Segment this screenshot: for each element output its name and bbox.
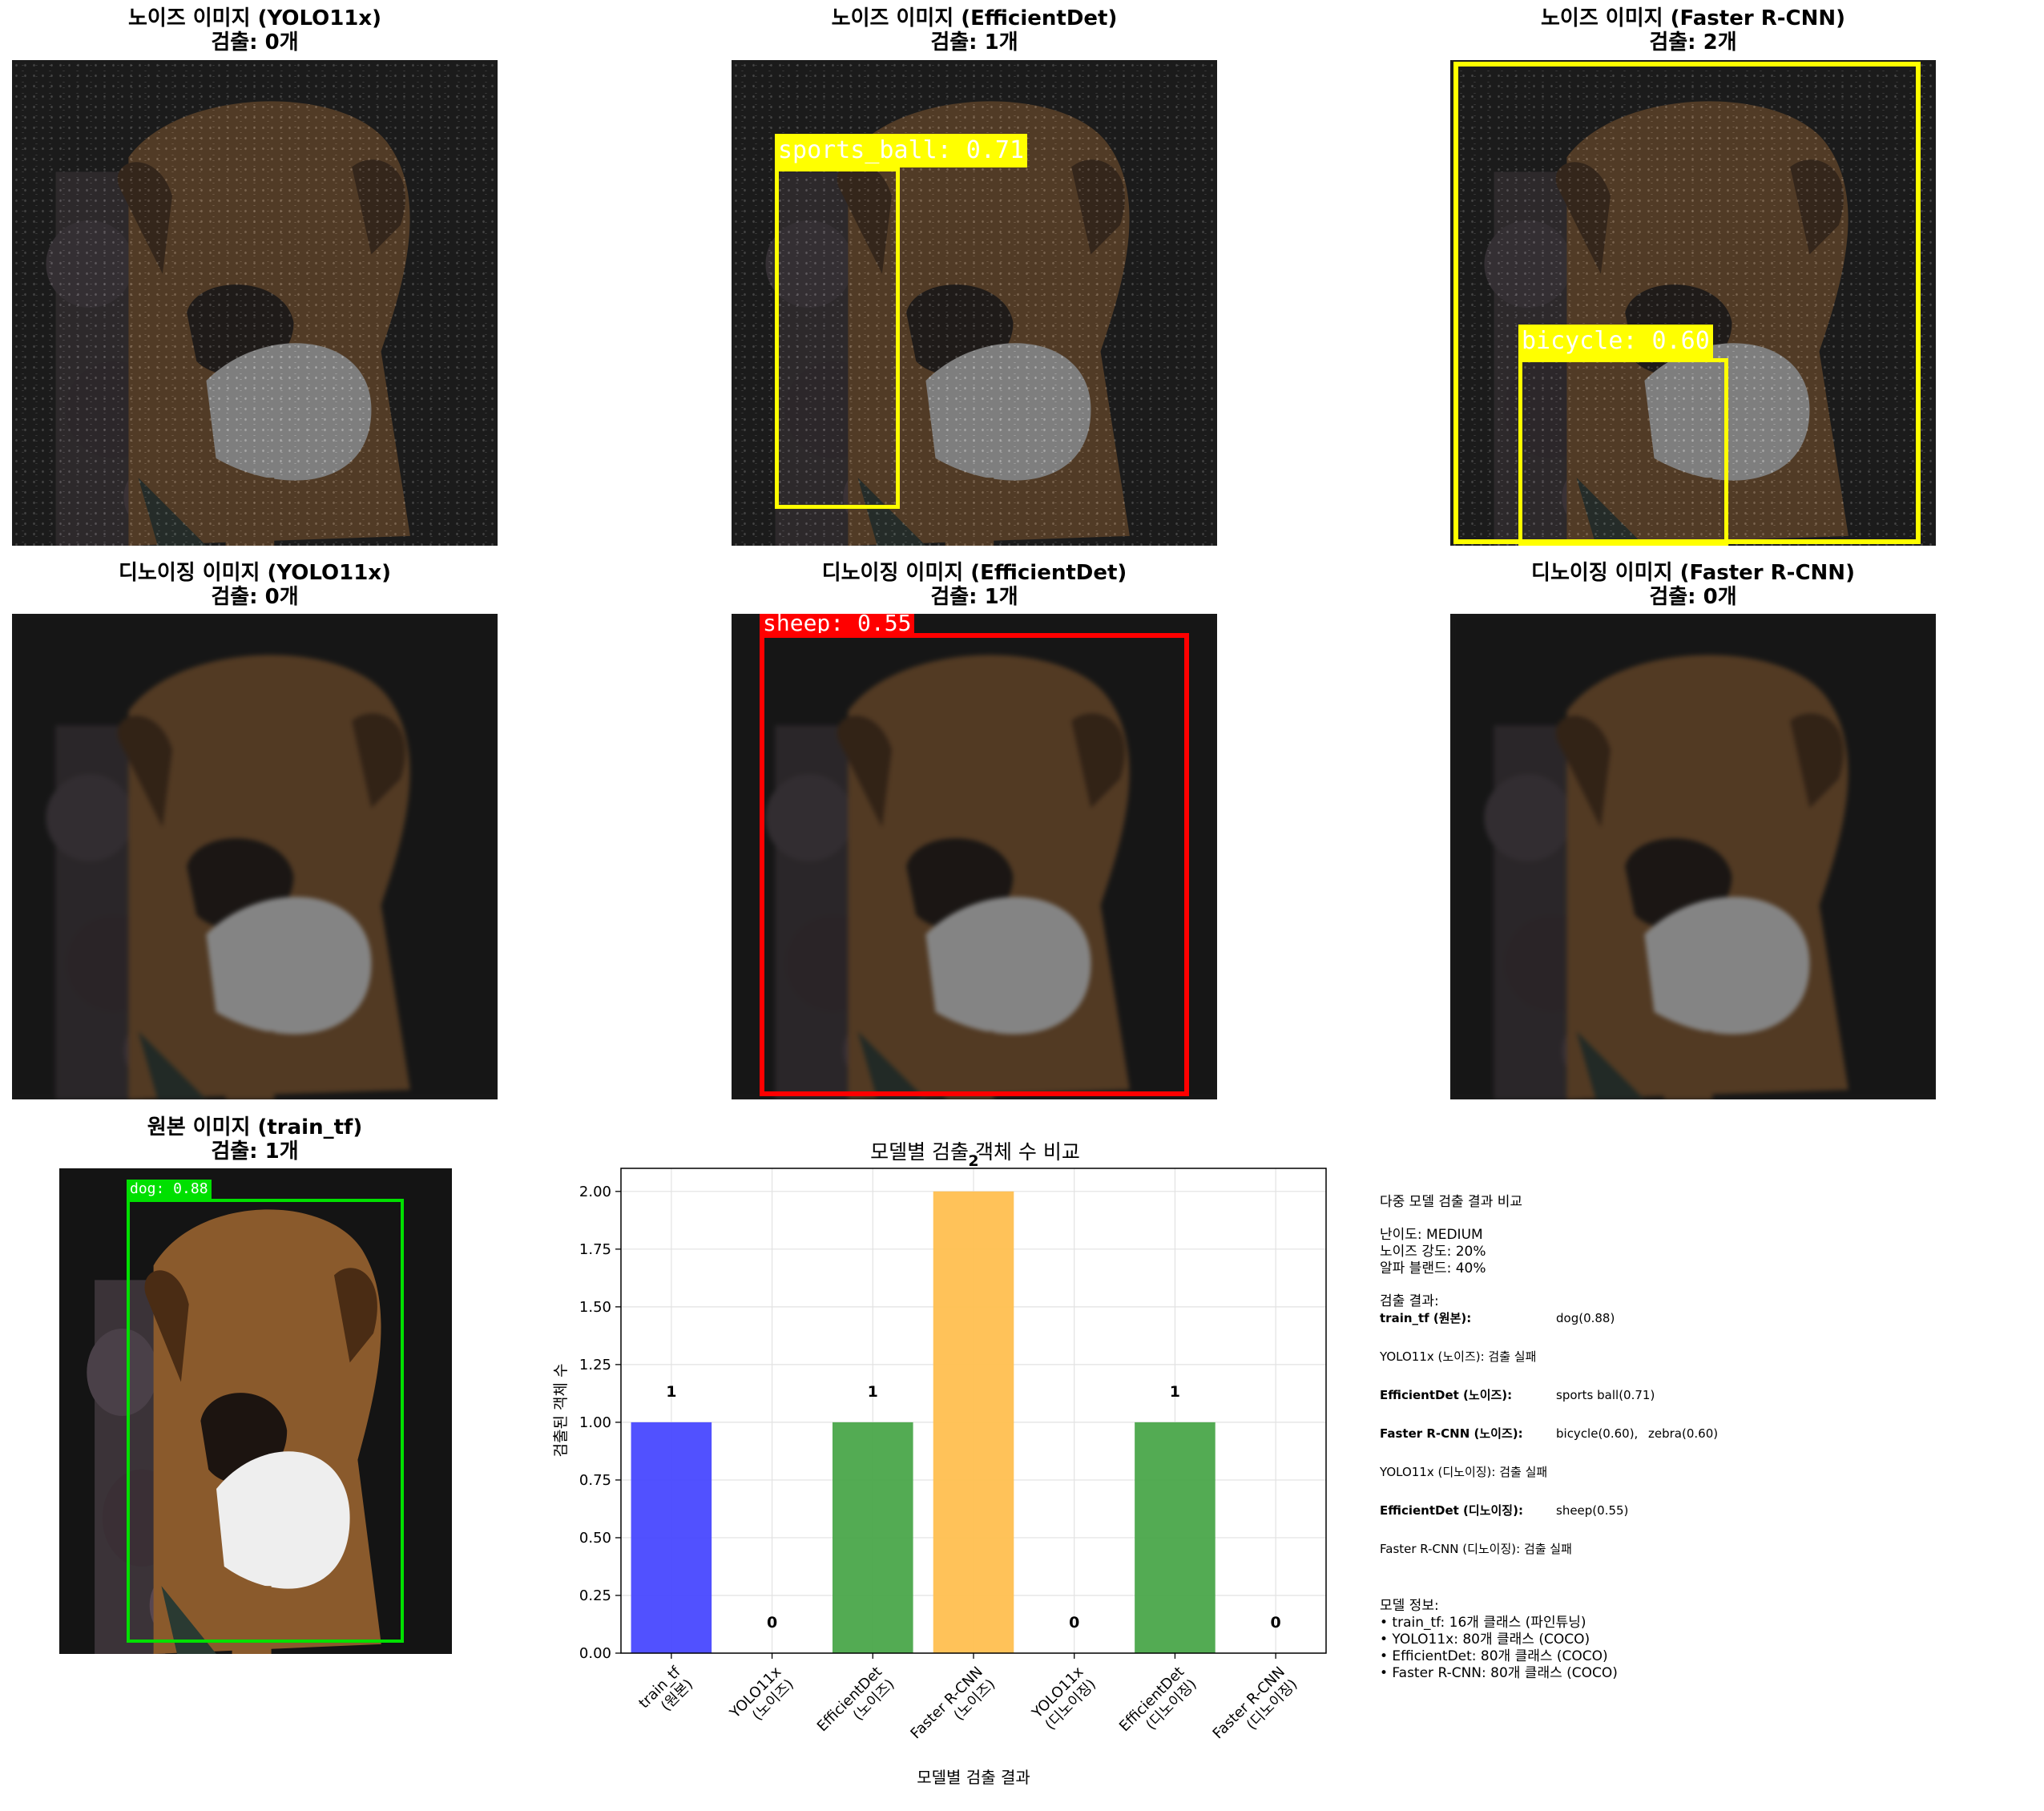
model-info-heading: 모델 정보: — [1380, 1598, 1439, 1614]
model-info-item: • YOLO11x: 80개 클래스 (COCO) — [1380, 1632, 1590, 1648]
plot-frame — [620, 1168, 1327, 1654]
image-denoise-efficientdet: sheep: 0.55 — [732, 614, 1217, 1099]
y-tick-label: 0.75 — [579, 1472, 611, 1489]
image-noise-fasterrcnn: bicycle: 0.60 — [1450, 60, 1936, 546]
bbox-sports-ball — [775, 167, 900, 509]
bbox-label-dog: dog: 0.88 — [127, 1180, 212, 1199]
bar-chart: 모델별 검출 객체 수 비교 1 0 1 2 0 1 0 0.00 0.25 0.50 0.75 1… — [552, 1140, 1327, 1787]
result-value: bicycle(0.60), — [1556, 1426, 1639, 1441]
x-tick-label: train_tf(원본) — [635, 1663, 696, 1714]
bbox-bicycle — [1518, 358, 1728, 546]
x-tick-label: YOLO11x(노이즈) — [726, 1664, 797, 1724]
y-tick-label: 0.25 — [579, 1587, 611, 1604]
bar-value-label: 1 — [868, 1383, 878, 1401]
image-original: dog: 0.88 — [59, 1168, 452, 1654]
result-value: sheep(0.55) — [1556, 1503, 1629, 1518]
result-label: EfficientDet (디노이징): — [1380, 1503, 1523, 1518]
image-noise-efficientdet: sports_ball: 0.71 — [732, 60, 1217, 546]
y-tick-label: 0.00 — [579, 1645, 611, 1662]
x-tick-label: YOLO11x(디노이징) — [1028, 1664, 1099, 1733]
result-line: YOLO11x (노이즈): 검출 실패 — [1380, 1349, 1537, 1364]
image-denoise-yolo — [12, 614, 498, 1099]
panel-title-denoise-efficientdet: 디노이징 이미지 (EfficientDet) 검출: 1개 — [821, 561, 1127, 609]
result-line: Faster R-CNN (디노이징): 검출 실패 — [1380, 1542, 1572, 1556]
result-value: sports ball(0.71) — [1556, 1388, 1655, 1402]
bar-value-label: 0 — [1271, 1614, 1281, 1632]
x-axis-label: 모델별 검출 결과 — [917, 1768, 1030, 1787]
bar-value-label: 2 — [968, 1152, 978, 1170]
result-value: dog(0.88) — [1556, 1311, 1615, 1325]
model-info-item: • Faster R-CNN: 80개 클래스 (COCO) — [1380, 1665, 1618, 1681]
panel-title-noise-efficientdet: 노이즈 이미지 (EfficientDet) 검출: 1개 — [831, 6, 1118, 54]
bar-value-label: 1 — [1170, 1383, 1180, 1401]
bbox-dog — [127, 1199, 404, 1643]
panel-title-original: 원본 이미지 (train_tf) 검출: 1개 — [147, 1115, 363, 1164]
y-tick-label: 1.75 — [579, 1241, 611, 1258]
y-tick-label: 1.00 — [579, 1414, 611, 1431]
bar — [833, 1422, 913, 1653]
panel-title-noise-yolo: 노이즈 이미지 (YOLO11x) 검출: 0개 — [127, 6, 382, 54]
result-line: YOLO11x (디노이징): 검출 실패 — [1380, 1465, 1548, 1479]
bar — [1135, 1422, 1216, 1653]
image-noise-yolo — [12, 60, 498, 546]
result-value: zebra(0.60) — [1648, 1426, 1719, 1441]
y-axis-label: 검출된 객체 수 — [552, 1364, 570, 1458]
bbox-label-bicycle: bicycle: 0.60 — [1518, 325, 1713, 358]
result-label: train_tf (원본): — [1380, 1311, 1472, 1325]
bar — [631, 1422, 712, 1653]
x-tick-label: Faster R-CNN(디노이징) — [1210, 1664, 1301, 1742]
bbox-label-sheep: sheep: 0.55 — [760, 614, 915, 633]
info-alpha: 알파 블랜드: 40% — [1380, 1260, 1486, 1277]
bar — [933, 1191, 1014, 1653]
info-results-heading: 검출 결과: — [1380, 1293, 1439, 1309]
result-label: Faster R-CNN (노이즈): — [1380, 1426, 1523, 1441]
bar-value-label: 1 — [666, 1383, 676, 1401]
result-label: EfficientDet (노이즈): — [1380, 1388, 1513, 1402]
model-info-item: • train_tf: 16개 클래스 (파인튜닝) — [1380, 1615, 1586, 1631]
image-denoise-fasterrcnn — [1450, 614, 1936, 1099]
info-heading: 다중 모델 검출 결과 비교 — [1380, 1194, 1523, 1210]
bar-value-label: 0 — [1069, 1614, 1079, 1632]
panel-title-noise-fasterrcnn: 노이즈 이미지 (Faster R-CNN) 검출: 2개 — [1541, 6, 1845, 54]
info-panel: 다중 모델 검출 결과 비교 난이도: MEDIUM 노이즈 강도: 20% 알… — [1380, 1194, 2021, 1682]
model-info-item: • EfficientDet: 80개 클래스 (COCO) — [1380, 1648, 1608, 1664]
x-tick-label: EfficientDet(디노이징) — [1116, 1664, 1200, 1735]
panel-title-denoise-fasterrcnn: 디노이징 이미지 (Faster R-CNN) 검출: 0개 — [1531, 561, 1855, 609]
bbox-sheep — [760, 633, 1189, 1096]
bar-value-label: 0 — [767, 1614, 777, 1632]
y-tick-label: 0.50 — [579, 1530, 611, 1547]
chart-title: 모델별 검출 객체 수 비교 — [870, 1140, 1080, 1164]
info-noise: 노이즈 강도: 20% — [1380, 1244, 1486, 1260]
bbox-label-sports-ball: sports_ball: 0.71 — [775, 134, 1028, 167]
y-tick-label: 1.25 — [579, 1357, 611, 1373]
panel-title-denoise-yolo: 디노이징 이미지 (YOLO11x) 검출: 0개 — [118, 561, 391, 609]
x-tick-label: EfficientDet(노이즈) — [814, 1664, 898, 1735]
y-tick-label: 1.50 — [579, 1299, 611, 1316]
x-tick-label: Faster R-CNN(노이즈) — [907, 1664, 998, 1742]
y-tick-label: 2.00 — [579, 1184, 611, 1200]
info-difficulty: 난이도: MEDIUM — [1380, 1227, 1483, 1243]
